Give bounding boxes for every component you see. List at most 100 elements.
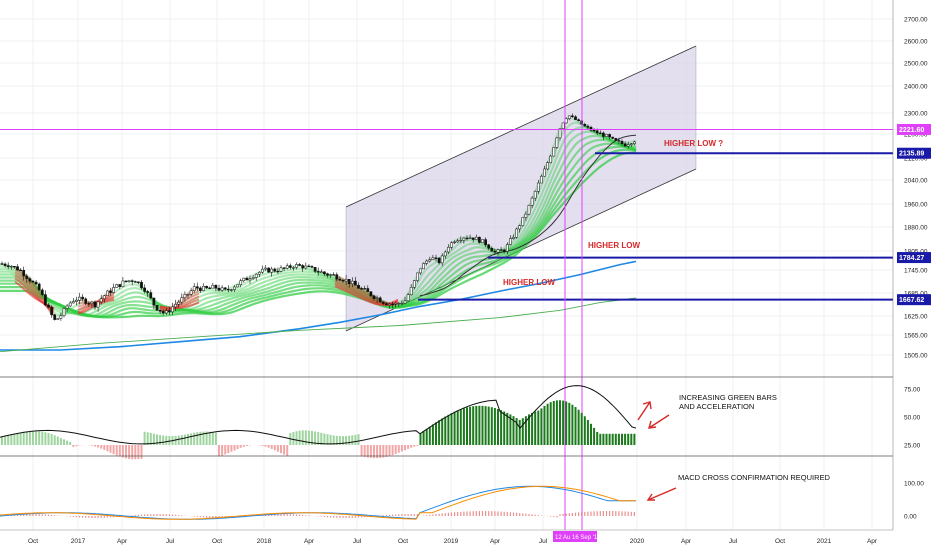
y-tick-label: 2200.00: [904, 132, 928, 139]
indicator-bar: [63, 439, 65, 445]
macd-bar: [218, 516, 220, 518]
arrow-left-2: [647, 487, 677, 501]
candle-body: [335, 274, 339, 280]
candle-body: [437, 257, 441, 264]
price-label-text: 2135.89: [899, 151, 924, 158]
candle-body: [350, 280, 354, 285]
macd-bar: [69, 516, 71, 517]
macd-bar: [289, 514, 291, 516]
indicator-bar: [292, 431, 295, 445]
indicator-bar: [233, 445, 236, 451]
channel-upper-line: [345, 45, 697, 208]
indicator-tick-label: 75.00: [904, 387, 921, 394]
price-label-box: [897, 147, 931, 159]
macd-bar: [593, 511, 595, 516]
indicator-bar: [608, 433, 611, 445]
y-tick-label: 2040.00: [904, 178, 928, 185]
candle-body: [474, 236, 478, 240]
candle-body: [326, 273, 329, 276]
candle-body: [366, 288, 370, 292]
indicator-bar: [444, 416, 447, 445]
candle-body: [403, 300, 407, 304]
arrow-left-2-head: [646, 493, 655, 501]
indicator-bar: [329, 434, 332, 445]
candle-body: [288, 265, 292, 268]
candle-body: [245, 277, 249, 281]
macd-bar: [94, 516, 96, 518]
x-tick-label: Jul: [166, 538, 175, 545]
indicator-bar: [512, 416, 515, 445]
candle-body: [146, 291, 150, 293]
indicator-bar: [630, 433, 633, 445]
indicator-bar: [320, 432, 323, 445]
macd-bar: [584, 511, 586, 516]
macd-bar: [478, 511, 480, 516]
annotation-indicator: AND ACCELERATION: [679, 402, 754, 411]
indicator-bar: [385, 445, 388, 457]
macd-bar: [82, 516, 84, 518]
macd-bar: [612, 511, 614, 516]
candle-body: [509, 238, 512, 245]
indicator-bar: [400, 445, 403, 452]
macd-bar: [336, 516, 338, 518]
macd-bar: [274, 514, 276, 516]
y-tick-label: 1565.00: [904, 333, 928, 340]
candle-body: [183, 294, 187, 298]
macd-bar: [602, 511, 604, 516]
indicator-bar: [543, 405, 546, 445]
indicator-bar: [397, 445, 400, 453]
candle-body: [22, 270, 26, 277]
macd-bar: [534, 514, 536, 516]
candle-body: [620, 140, 624, 144]
candle-body: [546, 162, 549, 170]
candle-body: [59, 315, 63, 319]
candle-body: [450, 242, 453, 248]
indicator-bar: [574, 407, 577, 445]
candle-body: [629, 143, 633, 145]
macd-bar: [351, 516, 353, 518]
y-tick-label: 1960.00: [904, 202, 928, 209]
indicator-bar: [549, 402, 552, 445]
macd-bar: [330, 516, 332, 518]
candle-body: [372, 295, 376, 299]
candle-body: [549, 155, 553, 163]
indicator-tick-label: 50.00: [904, 415, 921, 422]
indicator-bar: [41, 431, 44, 445]
macd-bar: [35, 514, 37, 516]
macd-bar: [345, 516, 347, 518]
candle-body: [112, 287, 115, 293]
indicator-bar: [602, 433, 605, 445]
macd-bar: [522, 513, 524, 516]
macd-bar: [562, 513, 564, 516]
y-tick-label: 1805.00: [904, 249, 928, 256]
candle-body: [251, 277, 255, 279]
candle-body: [189, 290, 193, 295]
indicator-bar: [342, 436, 344, 445]
macd-bar: [268, 514, 270, 516]
candle-body: [530, 197, 534, 206]
macd-bar: [286, 514, 288, 516]
candle-body: [273, 268, 277, 272]
candle-body: [555, 137, 559, 148]
indicator-bar: [614, 433, 617, 445]
indicator-bar: [112, 445, 115, 455]
indicator-bar: [239, 445, 242, 448]
x-tick-label: Apr: [681, 538, 692, 545]
indicator-bar: [159, 435, 162, 445]
indicator-bar: [211, 432, 214, 445]
macd-bar: [137, 514, 139, 516]
macd-bar: [100, 516, 102, 518]
candle-body: [394, 303, 398, 305]
macd-bar: [540, 515, 542, 516]
indicator-bar: [47, 433, 50, 445]
candle-body: [462, 237, 466, 241]
candle-body: [608, 134, 611, 138]
indicator-bar: [134, 445, 137, 460]
indicator-bar: [28, 431, 31, 445]
candle-body: [540, 175, 543, 184]
indicator-bar: [270, 445, 273, 449]
macd-bar: [553, 516, 555, 517]
indicator-bar: [599, 433, 602, 445]
candle-body: [199, 287, 202, 291]
